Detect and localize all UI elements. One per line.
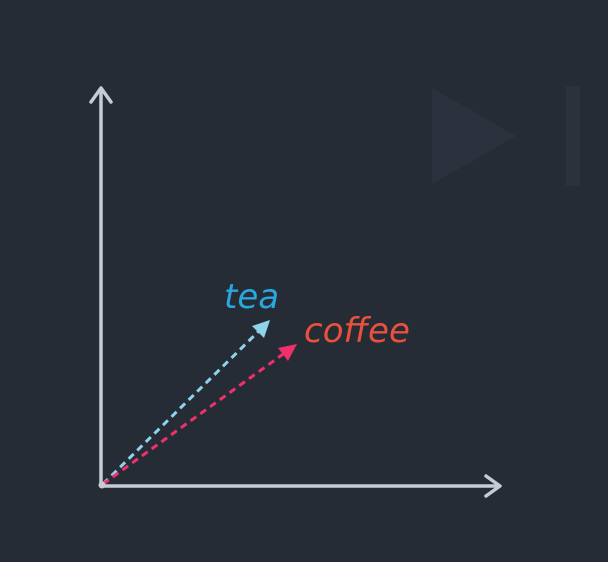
origin-point [98,481,106,489]
y-axis [89,86,113,488]
play-icon [432,86,580,186]
tea-vector [101,320,270,486]
tea-label: tea [224,277,279,317]
coffee-label: coffee [304,311,410,351]
coffee-vector [102,344,297,486]
x-axis [99,474,502,498]
